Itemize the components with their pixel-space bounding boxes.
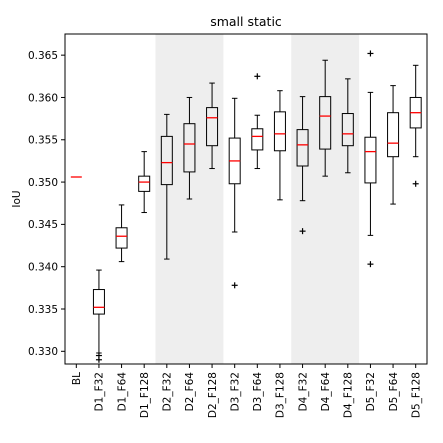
x-tick-label: D5_F128 bbox=[410, 372, 422, 418]
box-iqr bbox=[206, 107, 219, 147]
box-series bbox=[70, 50, 422, 363]
box-d2-f32 bbox=[160, 113, 173, 260]
x-tick-label: D4_F32 bbox=[297, 372, 309, 411]
box-iqr bbox=[138, 175, 151, 192]
box-iqr bbox=[251, 128, 264, 151]
box-d4-f128 bbox=[341, 78, 354, 174]
x-tick-label: D5_F32 bbox=[365, 372, 377, 411]
y-axis: 0.330 0.335 0.340 0.345 0.350 0.355 0.360 0.365 bbox=[28, 50, 65, 358]
x-tick-label: D4_F128 bbox=[343, 372, 355, 418]
box-d3-f32 bbox=[228, 97, 241, 289]
x-axis: BL D1_F32 D1_F64 D1_F128 D2_F32 D2_F64 D2_F128… bbox=[71, 364, 422, 418]
x-tick-label: D3_F64 bbox=[252, 372, 264, 412]
box-d5-f128 bbox=[409, 64, 422, 187]
x-tick-label: D2_F32 bbox=[162, 372, 174, 411]
box-iqr bbox=[364, 136, 377, 184]
x-tick-label: D1_F128 bbox=[139, 372, 151, 418]
x-tick-label: D2_F128 bbox=[207, 372, 219, 418]
y-tick-label: 0.350 bbox=[28, 177, 58, 189]
y-tick-label: 0.335 bbox=[28, 304, 58, 316]
box-iqr bbox=[319, 96, 332, 150]
x-tick-label: D5_F64 bbox=[388, 372, 400, 412]
y-tick-label: 0.365 bbox=[28, 50, 58, 62]
box-d3-f64 bbox=[251, 73, 264, 170]
box-d2-f128 bbox=[206, 82, 219, 170]
outlier-marker bbox=[367, 50, 374, 57]
box-d1-f64 bbox=[115, 204, 128, 263]
box-d5-f64 bbox=[387, 85, 400, 205]
box-iqr bbox=[115, 227, 128, 249]
y-tick-label: 0.340 bbox=[28, 261, 58, 273]
x-tick-label: D3_F128 bbox=[275, 372, 287, 418]
outlier-marker bbox=[367, 261, 374, 268]
chart-title: small static bbox=[210, 14, 282, 29]
y-tick-label: 0.330 bbox=[28, 346, 58, 358]
x-tick-label: D4_F64 bbox=[320, 372, 332, 412]
outlier-marker bbox=[231, 282, 238, 289]
outlier-marker bbox=[254, 73, 261, 80]
box-iqr bbox=[183, 123, 196, 173]
box-d4-f32 bbox=[296, 96, 309, 235]
outlier-marker bbox=[412, 180, 419, 187]
y-tick-label: 0.345 bbox=[28, 219, 58, 231]
x-tick-label: D2_F64 bbox=[184, 372, 196, 412]
box-iqr bbox=[387, 112, 400, 158]
y-tick-label: 0.355 bbox=[28, 135, 58, 147]
box-iqr bbox=[341, 113, 354, 147]
box-d4-f64 bbox=[319, 59, 332, 177]
x-tick-label: D3_F32 bbox=[229, 372, 241, 411]
x-tick-label: BL bbox=[71, 372, 83, 385]
plot-frame bbox=[64, 33, 428, 365]
box-d3-f128 bbox=[273, 90, 286, 201]
box-d2-f64 bbox=[183, 96, 196, 200]
box-d5-f32 bbox=[364, 50, 377, 268]
box-iqr bbox=[273, 111, 286, 152]
box-iqr bbox=[92, 289, 105, 315]
outlier-marker bbox=[95, 352, 102, 359]
x-tick-label: D1_F32 bbox=[94, 372, 106, 411]
y-tick-label: 0.360 bbox=[28, 92, 58, 104]
box-d1-f128 bbox=[138, 151, 151, 214]
box-iqr bbox=[160, 135, 173, 186]
outlier-marker bbox=[299, 228, 306, 235]
y-axis-label: IoU bbox=[11, 190, 23, 207]
x-tick-label: D1_F64 bbox=[116, 372, 128, 412]
box-iqr bbox=[296, 129, 309, 167]
box-d1-f32 bbox=[92, 269, 105, 363]
